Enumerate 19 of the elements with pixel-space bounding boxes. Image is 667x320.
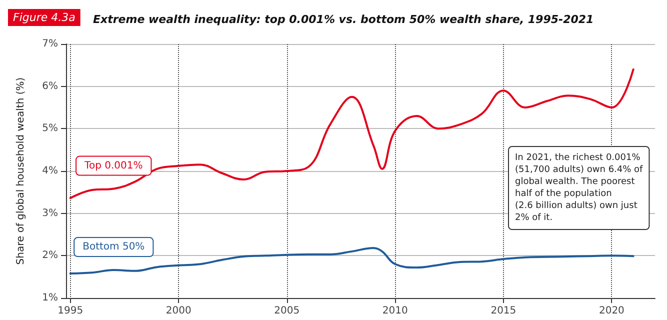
x-tick-label: 2020 [598,306,624,316]
y-tick-label: 6% [42,80,58,92]
series-label: Bottom 50% [82,242,145,253]
y-tick-label: 1% [42,292,58,304]
y-tick-label: 4% [42,166,58,176]
y-tick-label: 5% [42,123,58,134]
x-tick-label: 2015 [490,306,516,316]
y-tick-label: 7% [42,38,58,50]
y-tick-label: 2% [42,250,58,262]
x-tick-label: 2005 [274,306,300,316]
x-tick-label: 2000 [166,306,192,316]
series-label: Top 0.001% [84,160,143,172]
x-tick-label: 2010 [382,306,408,316]
annotation: In 2021, the richest 0.001% (51,700 adults) own 6.4% of global wealth. The poorest half of the population (2.6 billion adults) own just 2% of it. [515,153,644,223]
chart-title: Extreme wealth inequality: top 0.001% vs. bottom 50% wealth share, 1995-2021 [93,13,594,26]
x-tick-label: 1995 [58,306,84,316]
caption: Figure 4.3a [13,11,76,24]
y-tick-label: 3% [42,208,58,219]
y-axis-title: Share of global household wealth (%) [16,77,26,265]
